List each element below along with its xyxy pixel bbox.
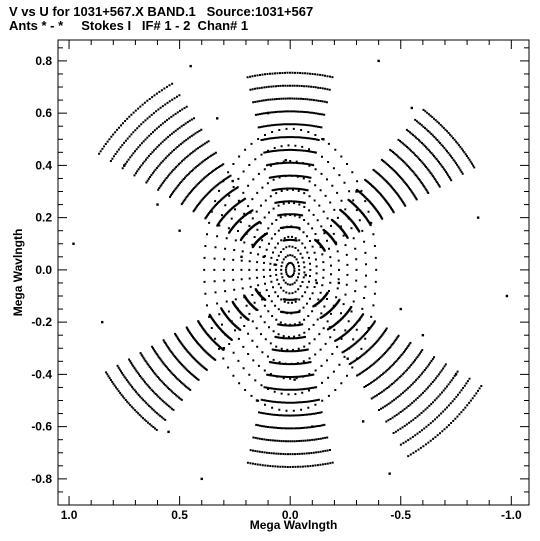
tick-labels: 1.0 0.5 0.0 -0.5 -1.0 0.8 0.6 0.4 0.2 0.0 -0.2 -0.4… xyxy=(31,54,522,522)
uv-point xyxy=(315,281,318,285)
uv-point xyxy=(284,158,287,162)
x-tick-label: 0.0 xyxy=(282,508,299,522)
uv-point xyxy=(255,399,259,402)
uv-point xyxy=(178,229,181,232)
uv-point xyxy=(346,357,349,360)
uv-point xyxy=(273,263,276,266)
uv-point xyxy=(240,255,243,259)
uv-point xyxy=(72,242,75,245)
x-tick-label: 0.5 xyxy=(171,508,188,522)
y-tick-label: 0.0 xyxy=(35,263,52,277)
plot-title-line1: V vs U for 1031+567.X BAND.1 Source:1031… xyxy=(9,4,314,19)
uv-points xyxy=(72,59,509,481)
axis-ticks xyxy=(58,40,529,506)
uv-point xyxy=(262,255,265,259)
uv-point xyxy=(476,216,480,219)
y-tick-label: -0.4 xyxy=(31,367,52,381)
uv-point xyxy=(167,430,170,434)
uv-point xyxy=(156,203,159,206)
uv-point xyxy=(293,378,296,381)
y-tick-label: 0.8 xyxy=(35,54,52,68)
uv-point xyxy=(421,333,425,337)
uv-point xyxy=(216,117,219,120)
plot-title-line2: Ants * - * Stokes I IF# 1 - 2 Chan# 1 xyxy=(9,18,249,33)
uv-point xyxy=(410,106,414,110)
uv-point xyxy=(322,138,325,141)
uv-point xyxy=(200,477,203,481)
plot-frame xyxy=(57,39,530,506)
uv-point xyxy=(399,307,402,311)
uv-point xyxy=(231,179,234,183)
x-axis-title: Mega Wavlngth xyxy=(250,518,338,532)
uv-point xyxy=(222,347,226,350)
uv-coverage-tracks xyxy=(98,71,483,469)
uv-point xyxy=(304,273,307,277)
y-tick-label: -0.2 xyxy=(31,315,52,329)
y-axis-title: Mega Wavlngth xyxy=(11,229,25,317)
y-tick-label: 0.2 xyxy=(35,211,52,225)
x-tick-label: 1.0 xyxy=(61,508,78,522)
y-tick-label: 0.6 xyxy=(35,106,52,120)
uv-point xyxy=(101,320,104,324)
y-tick-label: -0.6 xyxy=(31,420,52,434)
uv-point xyxy=(377,59,380,63)
x-tick-label: -1.0 xyxy=(501,508,522,522)
y-tick-label: 0.4 xyxy=(35,158,52,172)
uv-point xyxy=(189,64,192,68)
uv-point xyxy=(388,472,391,475)
uv-point xyxy=(361,420,365,423)
uv-point xyxy=(337,281,341,285)
y-tick-label: -0.8 xyxy=(31,472,52,486)
x-tick-label: -0.5 xyxy=(390,508,411,522)
uv-point xyxy=(355,190,358,193)
uv-point xyxy=(505,294,509,298)
